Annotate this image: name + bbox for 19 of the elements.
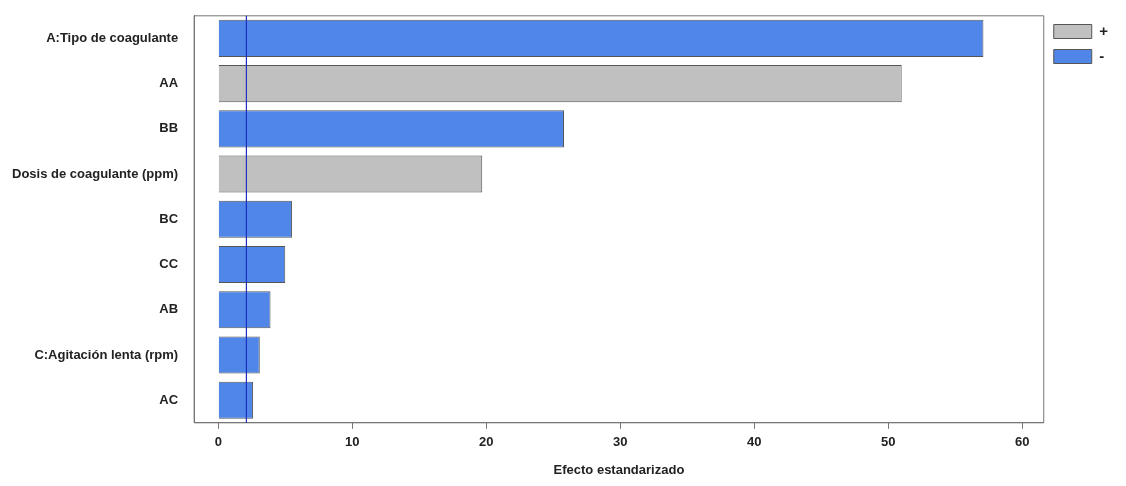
x-tick-label: 30: [613, 434, 628, 450]
y-tick-label: A:Tipo de coagulante: [46, 29, 179, 45]
y-tick-label: Dosis de coagulante (ppm): [11, 165, 179, 181]
y-tick-label: C:Agitación lenta (rpm): [34, 346, 179, 362]
y-tick-label: BB: [159, 120, 179, 136]
x-tick-label: 60: [1015, 434, 1030, 450]
x-tick-label: 40: [747, 434, 762, 450]
x-tick-label: 0: [214, 434, 222, 450]
x-tick-label: 50: [881, 434, 896, 450]
x-tick-label: 20: [479, 434, 494, 450]
y-tick-label: AB: [159, 301, 179, 317]
y-tick-label: AA: [159, 75, 179, 91]
legend-label: -: [1099, 46, 1105, 64]
x-axis-title: Efecto estandarizado: [553, 461, 685, 477]
y-tick-label: BC: [159, 210, 179, 226]
x-tick-label: 10: [345, 434, 360, 450]
y-tick-label: CC: [159, 256, 179, 272]
legend-label: +: [1099, 21, 1109, 39]
y-tick-label: AC: [159, 391, 179, 407]
